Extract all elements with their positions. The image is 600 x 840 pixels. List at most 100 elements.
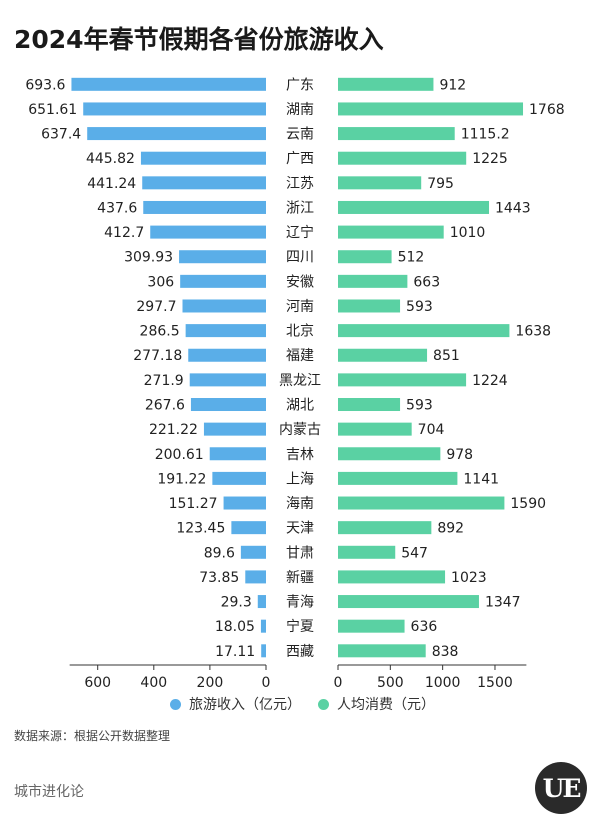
spending-value-label: 1225: [472, 151, 508, 167]
legend-item-spending: 人均消费（元）: [318, 694, 435, 714]
income-value-label: 693.6: [25, 77, 65, 93]
spending-value-label: 978: [446, 447, 473, 463]
chart-title: 2024年春节假期各省份旅游收入: [14, 25, 384, 54]
spending-value-label: 1023: [451, 570, 487, 586]
spending-value-label: 1141: [463, 471, 499, 487]
income-bar: [261, 644, 266, 658]
income-bar: [182, 299, 266, 313]
spending-tick-label: 0: [334, 675, 343, 690]
spending-value-label: 636: [411, 619, 438, 635]
spending-value-label: 912: [439, 77, 466, 93]
province-label: 内蒙古: [279, 422, 321, 438]
income-value-label: 73.85: [199, 570, 239, 586]
spending-bar: [338, 619, 405, 633]
income-bar: [87, 127, 267, 141]
province-label: 江苏: [286, 176, 314, 192]
spending-tick-label: 1000: [425, 675, 461, 690]
spending-value-label: 838: [432, 644, 459, 660]
income-value-label: 441.24: [87, 176, 136, 192]
income-value-label: 191.22: [157, 471, 206, 487]
legend-spending-swatch: [318, 698, 329, 710]
income-value-label: 286.5: [140, 324, 180, 340]
income-value-label: 437.6: [97, 200, 137, 216]
income-value-label: 200.61: [155, 447, 204, 463]
legend-income-label: 旅游收入（亿元）: [189, 697, 301, 713]
brand-logo: UE: [535, 762, 587, 814]
income-bar: [260, 619, 266, 633]
spending-bar: [338, 324, 510, 338]
spending-bar: [338, 102, 524, 116]
spending-bar: [338, 521, 432, 535]
province-label: 湖南: [286, 102, 314, 118]
spending-bar: [338, 299, 401, 313]
province-label: 宁夏: [286, 618, 314, 635]
spending-bar: [338, 274, 408, 288]
spending-bar: [338, 471, 458, 485]
province-label: 海南: [286, 496, 314, 512]
income-value-label: 271.9: [144, 373, 184, 389]
province-label: 湖北: [286, 398, 314, 414]
province-label: 辽宁: [286, 224, 314, 241]
income-value-label: 151.27: [169, 496, 218, 512]
butterfly-bar-chart: 693.6 广东 912 651.61 湖南 1768 637.4 云南 1115.2 445.8…: [25, 77, 565, 690]
province-label: 安徽: [286, 274, 314, 290]
spending-bar: [338, 496, 505, 510]
income-value-label: 297.7: [136, 299, 176, 315]
income-value-label: 89.6: [204, 545, 235, 561]
income-value-label: 29.3: [221, 595, 252, 611]
income-value-label: 123.45: [176, 521, 225, 537]
spending-bar: [338, 398, 401, 412]
income-bar: [150, 225, 266, 239]
spending-value-label: 1347: [485, 595, 521, 611]
income-bar: [257, 595, 266, 609]
income-bar: [203, 422, 266, 436]
province-label: 吉林: [286, 447, 314, 463]
spending-bar: [338, 447, 441, 461]
income-bar: [83, 102, 267, 116]
province-label: 新疆: [286, 570, 314, 586]
spending-value-label: 1638: [515, 324, 551, 340]
spending-bar: [338, 250, 392, 264]
spending-value-label: 704: [418, 422, 445, 438]
spending-value-label: 593: [406, 398, 433, 414]
income-bar: [188, 348, 266, 362]
income-bar: [71, 77, 267, 91]
spending-tick-label: 500: [377, 675, 404, 690]
income-value-label: 309.93: [124, 250, 173, 266]
income-bar: [245, 570, 266, 584]
income-value-label: 306: [147, 274, 174, 290]
spending-value-label: 1590: [510, 496, 546, 512]
province-label: 福建: [286, 348, 314, 364]
income-tick-label: 0: [262, 675, 271, 690]
province-label: 青海: [286, 595, 314, 611]
spending-bar: [338, 225, 444, 239]
spending-bar: [338, 570, 446, 584]
income-bar: [212, 471, 266, 485]
spending-value-label: 1768: [529, 102, 565, 118]
province-label: 云南: [286, 127, 314, 143]
income-value-label: 445.82: [86, 151, 135, 167]
spending-bar: [338, 422, 412, 436]
spending-bar: [338, 151, 467, 165]
province-label: 黑龙江: [279, 373, 321, 389]
spending-value-label: 547: [401, 545, 428, 561]
legend-income-swatch: [170, 698, 181, 710]
income-bar: [189, 373, 266, 387]
province-label: 浙江: [286, 200, 314, 216]
spending-value-label: 1115.2: [461, 127, 510, 143]
income-bar: [142, 176, 266, 190]
income-tick-label: 600: [84, 675, 111, 690]
spending-value-label: 512: [398, 250, 425, 266]
spending-bar: [338, 200, 490, 214]
income-tick-label: 200: [197, 675, 224, 690]
income-value-label: 637.4: [41, 127, 81, 143]
spending-bar: [338, 127, 455, 141]
legend-spending-label: 人均消费（元）: [337, 697, 435, 713]
income-bar: [140, 151, 266, 165]
spending-bar: [338, 595, 479, 609]
province-label: 甘肃: [286, 545, 314, 561]
spending-bar: [338, 644, 426, 658]
income-bar: [179, 250, 266, 264]
income-bar: [180, 274, 266, 288]
spending-bar: [338, 373, 467, 387]
